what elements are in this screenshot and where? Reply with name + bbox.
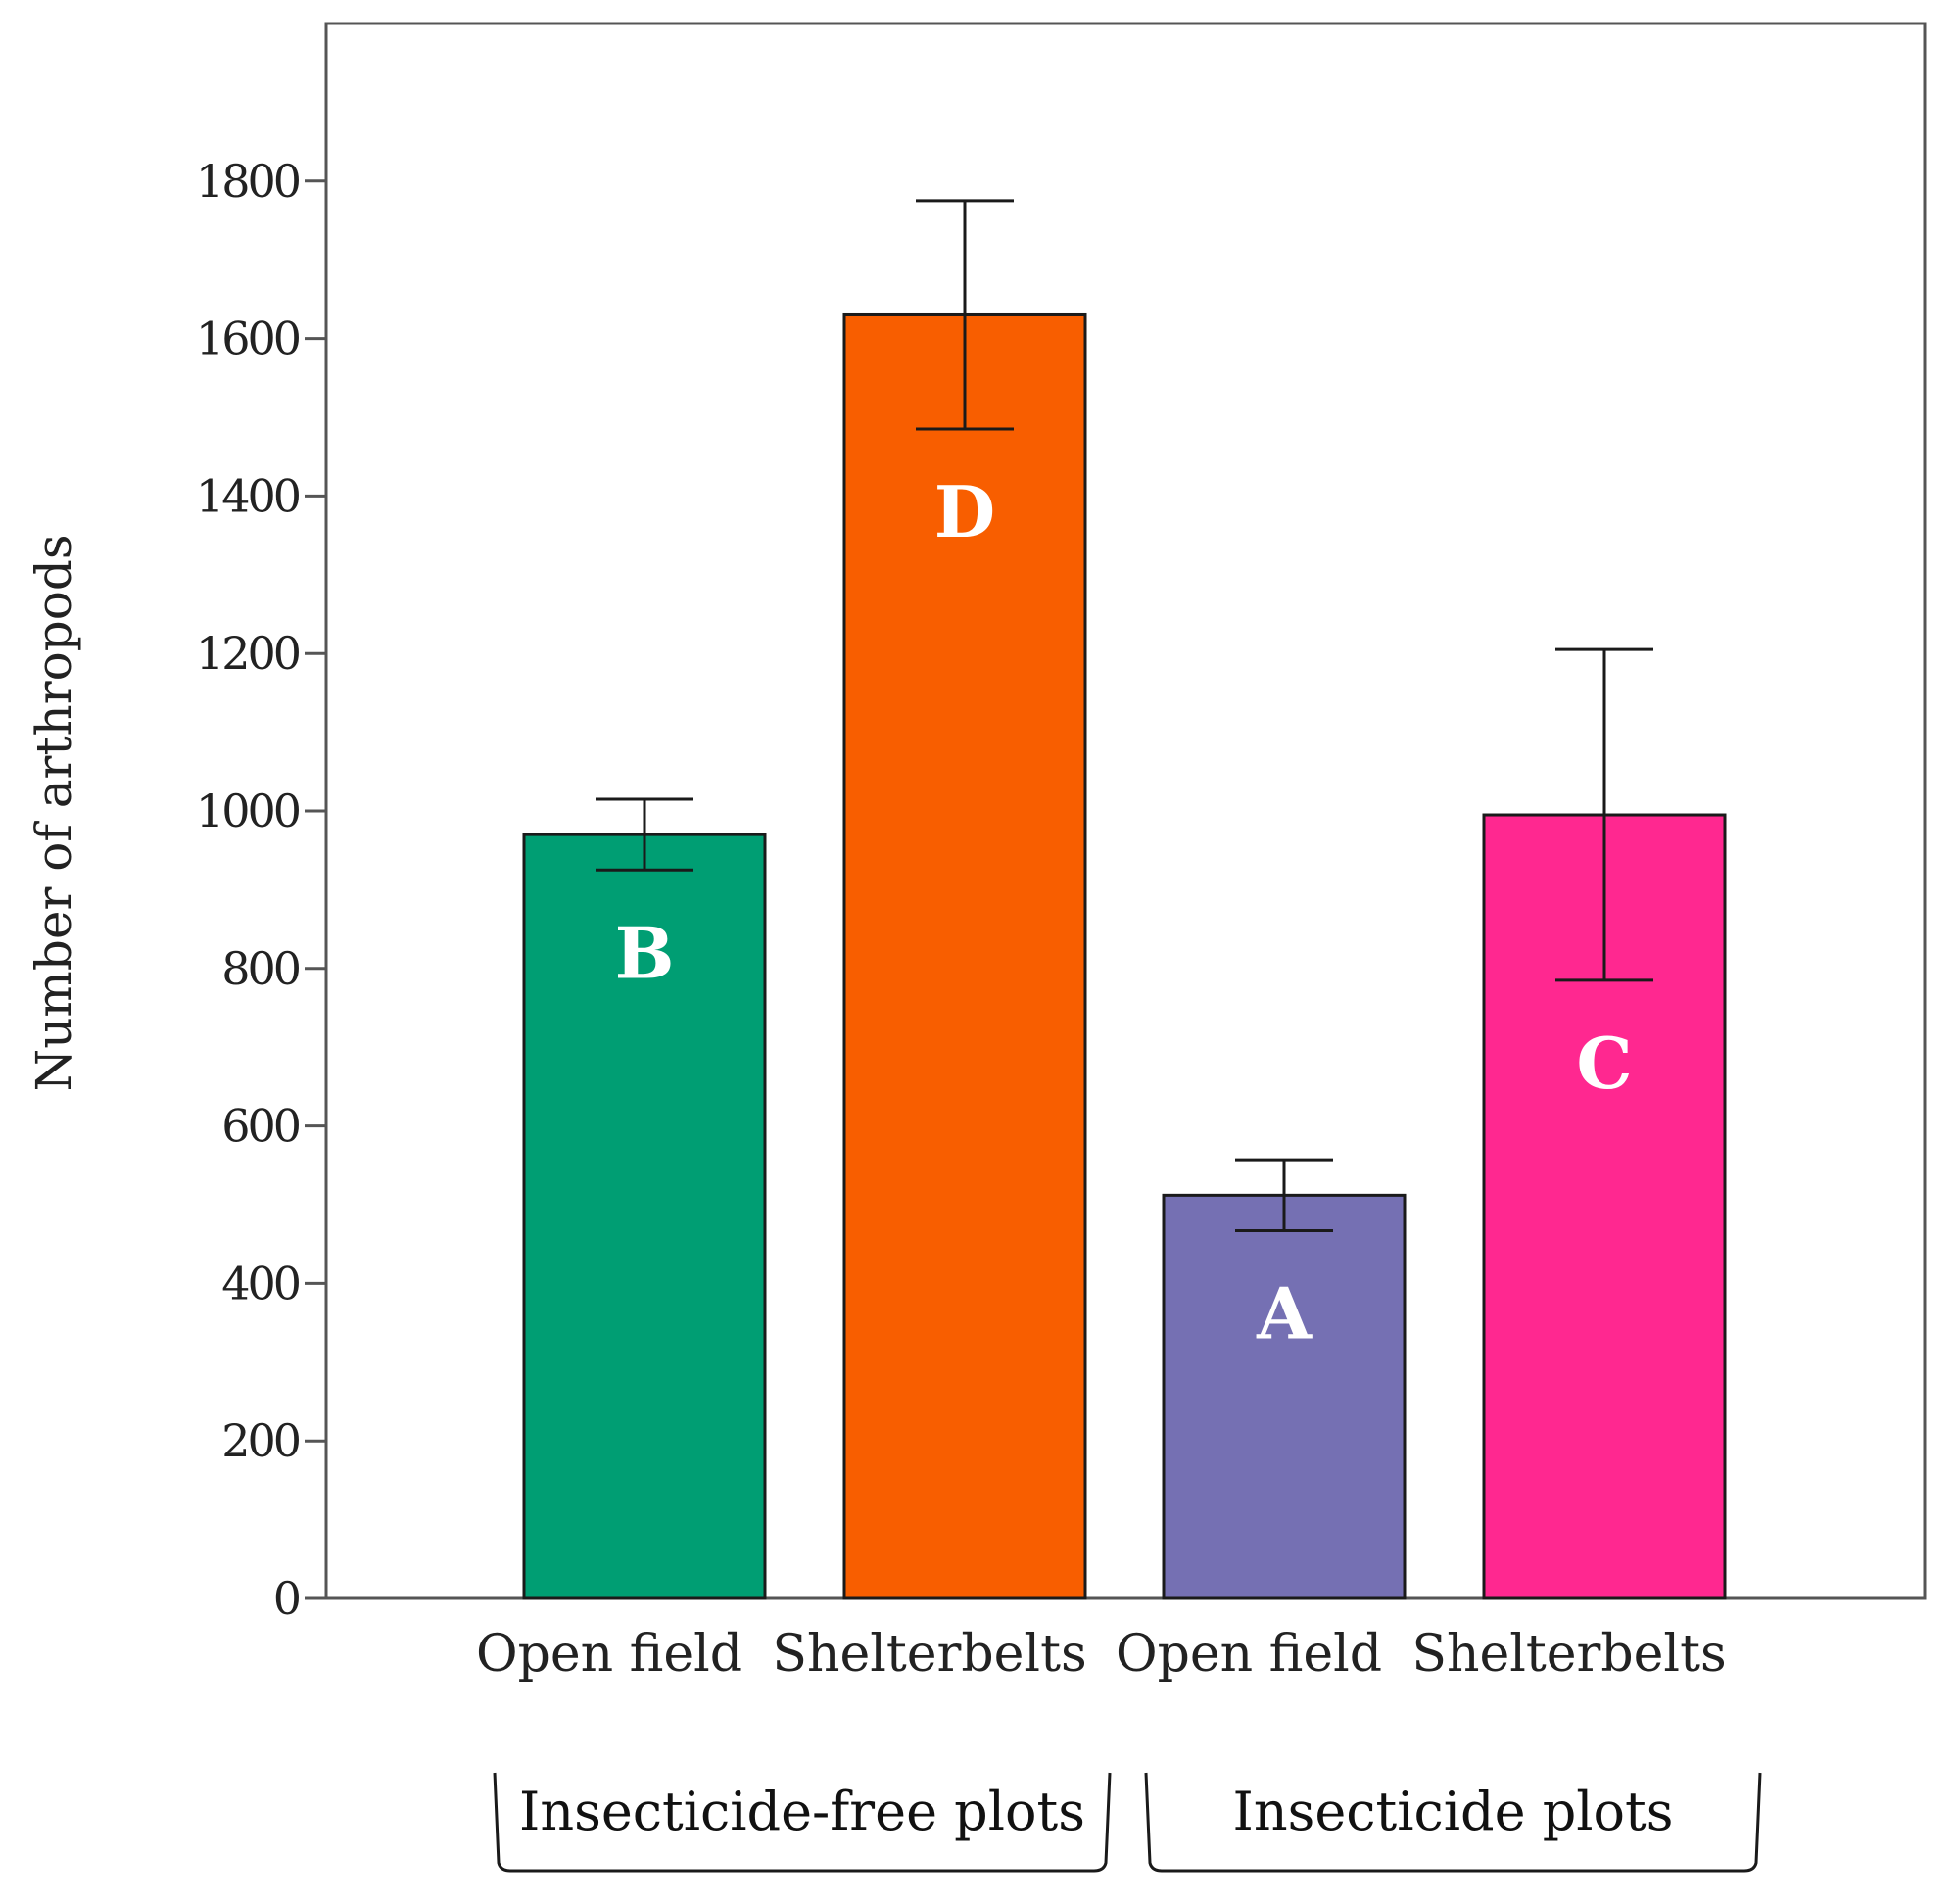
group-bracket	[1144, 1772, 1762, 1873]
group-brackets: Insecticide-free plots Insecticide plots	[493, 1772, 1762, 1873]
y-tick-label: 1600	[196, 312, 300, 365]
significance-letter: B	[615, 911, 675, 994]
y-tick-label: 200	[221, 1414, 300, 1467]
y-axis-title: Number of arthropods	[25, 534, 82, 1091]
category-labels: Open field Shelterbelts Open field Shelterb…	[476, 1625, 1727, 1684]
y-tick-label: 1800	[196, 155, 300, 208]
category-label: Open field	[476, 1625, 742, 1684]
y-tick-label: 1000	[196, 785, 300, 837]
group-label: Insecticide plots	[1233, 1781, 1674, 1842]
category-label: Open field	[1116, 1625, 1382, 1684]
significance-letter: C	[1576, 1022, 1632, 1105]
bar	[1162, 1193, 1407, 1600]
bar	[842, 312, 1087, 1600]
group-bracket	[493, 1772, 1112, 1873]
group-label: Insecticide-free plots	[519, 1781, 1085, 1842]
y-tick-label: 800	[221, 942, 300, 995]
category-label: Shelterbelts	[1411, 1625, 1726, 1684]
y-tick-label: 0	[273, 1572, 300, 1625]
y-axis: 0 200 400 600 800 1000 1200 1400 1600 1800	[196, 24, 1925, 1625]
y-tick-label: 1200	[196, 627, 300, 680]
significance-letter: A	[1256, 1272, 1313, 1356]
y-tick-label: 1400	[196, 469, 300, 522]
y-tick-label: 600	[221, 1100, 300, 1153]
y-tick-label: 400	[221, 1257, 300, 1309]
bars: B D A C	[522, 199, 1727, 1600]
bar	[522, 833, 767, 1600]
category-label: Shelterbelts	[772, 1625, 1086, 1684]
significance-letter: D	[934, 470, 995, 553]
